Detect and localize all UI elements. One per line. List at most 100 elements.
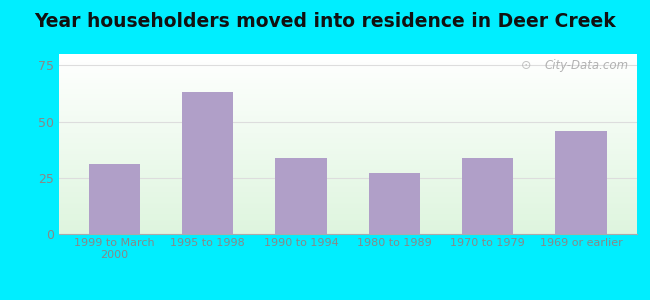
- Bar: [58, 217, 637, 218]
- Bar: [58, 119, 637, 120]
- Bar: [58, 218, 637, 219]
- Bar: [58, 181, 637, 182]
- Bar: [58, 164, 637, 165]
- Bar: [58, 232, 637, 233]
- Bar: [58, 124, 637, 125]
- Bar: [58, 89, 637, 90]
- Bar: [58, 158, 637, 159]
- Bar: [58, 193, 637, 194]
- Bar: [58, 182, 637, 183]
- Text: Year householders moved into residence in Deer Creek: Year householders moved into residence i…: [34, 12, 616, 31]
- Bar: [58, 128, 637, 129]
- Bar: [58, 171, 637, 172]
- Bar: [58, 146, 637, 147]
- Bar: [58, 148, 637, 149]
- Bar: [58, 98, 637, 99]
- Bar: [58, 125, 637, 126]
- Bar: [58, 99, 637, 100]
- Bar: [58, 143, 637, 144]
- Bar: [58, 74, 637, 75]
- Bar: [555, 130, 606, 234]
- Bar: [58, 94, 637, 95]
- Bar: [58, 68, 637, 69]
- Bar: [58, 224, 637, 225]
- Bar: [58, 192, 637, 193]
- Bar: [58, 207, 637, 208]
- Bar: [58, 199, 637, 200]
- Bar: [58, 137, 637, 138]
- Bar: [58, 155, 637, 156]
- Bar: [58, 93, 637, 94]
- Bar: [369, 173, 420, 234]
- Bar: [58, 228, 637, 229]
- Bar: [58, 111, 637, 112]
- Bar: [58, 185, 637, 186]
- Text: City-Data.com: City-Data.com: [544, 59, 629, 72]
- Bar: [58, 78, 637, 79]
- Bar: [58, 127, 637, 128]
- Bar: [58, 103, 637, 104]
- Bar: [58, 166, 637, 167]
- Bar: [58, 116, 637, 117]
- Bar: [58, 82, 637, 83]
- Bar: [58, 183, 637, 184]
- Bar: [58, 160, 637, 161]
- Bar: [58, 65, 637, 66]
- Bar: [58, 95, 637, 96]
- Bar: [58, 153, 637, 154]
- Bar: [58, 129, 637, 130]
- Bar: [58, 202, 637, 203]
- Bar: [58, 84, 637, 85]
- Bar: [58, 132, 637, 133]
- Bar: [58, 83, 637, 84]
- Bar: [58, 196, 637, 197]
- Bar: [58, 204, 637, 205]
- Bar: [58, 114, 637, 115]
- Bar: [58, 223, 637, 224]
- Bar: [58, 191, 637, 192]
- Bar: [58, 115, 637, 116]
- Bar: [58, 221, 637, 222]
- Bar: [58, 198, 637, 199]
- Bar: [58, 189, 637, 190]
- Bar: [58, 60, 637, 61]
- Bar: [58, 113, 637, 114]
- Bar: [58, 88, 637, 89]
- Bar: [58, 200, 637, 201]
- Bar: [58, 145, 637, 146]
- Bar: [58, 227, 637, 228]
- Bar: [58, 229, 637, 230]
- Bar: [89, 164, 140, 234]
- Bar: [58, 187, 637, 188]
- Bar: [58, 175, 637, 176]
- Bar: [58, 225, 637, 226]
- Bar: [58, 126, 637, 127]
- Bar: [58, 104, 637, 105]
- Bar: [58, 159, 637, 160]
- Bar: [58, 177, 637, 178]
- Bar: [58, 56, 637, 57]
- Bar: [58, 188, 637, 189]
- Bar: [58, 205, 637, 206]
- Bar: [58, 214, 637, 215]
- Bar: [58, 62, 637, 63]
- Bar: [58, 107, 637, 108]
- Bar: [58, 179, 637, 180]
- Bar: [58, 195, 637, 196]
- Bar: [58, 54, 637, 55]
- Bar: [58, 138, 637, 139]
- Bar: [58, 209, 637, 210]
- Bar: [58, 172, 637, 173]
- Bar: [58, 85, 637, 86]
- Bar: [58, 69, 637, 70]
- Bar: [58, 61, 637, 62]
- Bar: [58, 55, 637, 56]
- Bar: [58, 208, 637, 209]
- Bar: [58, 117, 637, 118]
- Bar: [58, 63, 637, 64]
- Bar: [58, 134, 637, 135]
- Bar: [58, 169, 637, 170]
- Bar: [58, 144, 637, 145]
- Bar: [58, 67, 637, 68]
- Bar: [58, 142, 637, 143]
